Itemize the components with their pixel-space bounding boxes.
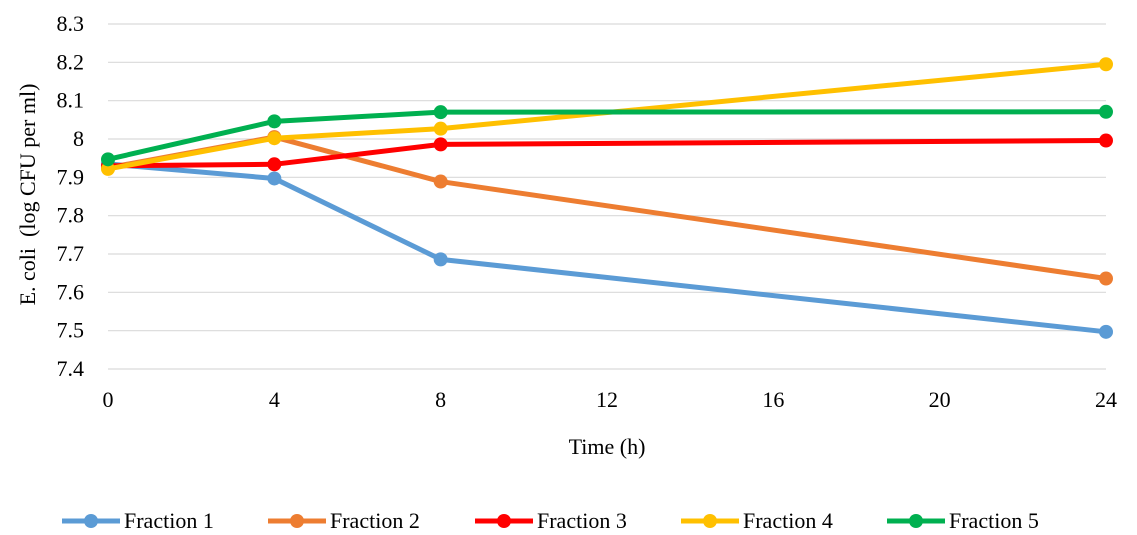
x-tick-label: 24 [1095,387,1117,412]
data-point [1099,324,1113,339]
data-point [267,171,282,186]
data-point [1099,57,1113,72]
y-tick-label: 7.7 [57,241,85,266]
series-line [105,134,1109,282]
data-point [267,131,282,146]
series-lines [101,57,1113,339]
x-tick-label: 12 [596,387,618,412]
legend-label: Fraction 2 [330,508,420,533]
legend-marker [290,514,304,528]
data-point [1099,271,1113,286]
y-tick-label: 7.9 [57,164,85,189]
y-tick-label: 7.5 [57,318,85,343]
data-point [433,105,448,120]
y-tick-label: 8.3 [57,11,85,36]
x-tick-label: 0 [103,387,114,412]
legend-item: Fraction 1 [62,508,214,533]
y-tick-label: 8.2 [57,49,85,74]
series-5 [101,104,1113,167]
series-line [105,138,1109,169]
legend: Fraction 1 Fraction 2 Fraction 3 Fraction 4… [62,508,1039,533]
series-line [105,61,1109,172]
legend-label: Fraction 1 [124,508,214,533]
y-tick-label: 7.6 [57,279,85,304]
legend-marker [909,514,923,528]
y-tick-label: 7.8 [57,203,85,228]
legend-item: Fraction 4 [681,508,833,533]
y-tick-label: 8 [73,126,84,151]
x-axis-title: Time (h) [569,434,646,459]
data-point [1099,104,1113,119]
series-1 [101,156,1113,339]
y-tick-label: 7.4 [57,356,85,381]
legend-marker [84,514,98,528]
legend-item: Fraction 3 [475,508,627,533]
x-tick-label: 16 [762,387,784,412]
data-point [101,161,115,176]
data-point [101,152,115,167]
data-point [1099,133,1113,148]
y-tick-label: 8.1 [57,88,85,113]
legend-label: Fraction 4 [743,508,833,533]
x-tick-label: 8 [435,387,446,412]
x-axis-ticks: 0 4 8 12 16 20 24 [103,387,1118,412]
series-2 [101,130,1113,286]
data-point [433,137,448,152]
data-point [267,114,282,129]
legend-item: Fraction 2 [268,508,420,533]
x-tick-label: 4 [269,387,280,412]
data-point [267,157,282,172]
series-line [105,161,1109,335]
series-4 [101,57,1113,176]
legend-label: Fraction 5 [949,508,1039,533]
y-axis-title: E. coli (log CFU per ml) [15,84,40,306]
series-line [105,109,1109,162]
legend-marker [703,514,717,528]
y-axis-ticks: 7.4 7.5 7.6 7.7 7.8 7.9 8 8.1 8.2 8.3 [57,11,85,381]
data-point [433,252,448,267]
data-point [433,174,448,189]
legend-label: Fraction 3 [537,508,627,533]
x-tick-label: 20 [929,387,951,412]
data-point [433,121,448,136]
legend-item: Fraction 5 [887,508,1039,533]
legend-marker [497,514,511,528]
